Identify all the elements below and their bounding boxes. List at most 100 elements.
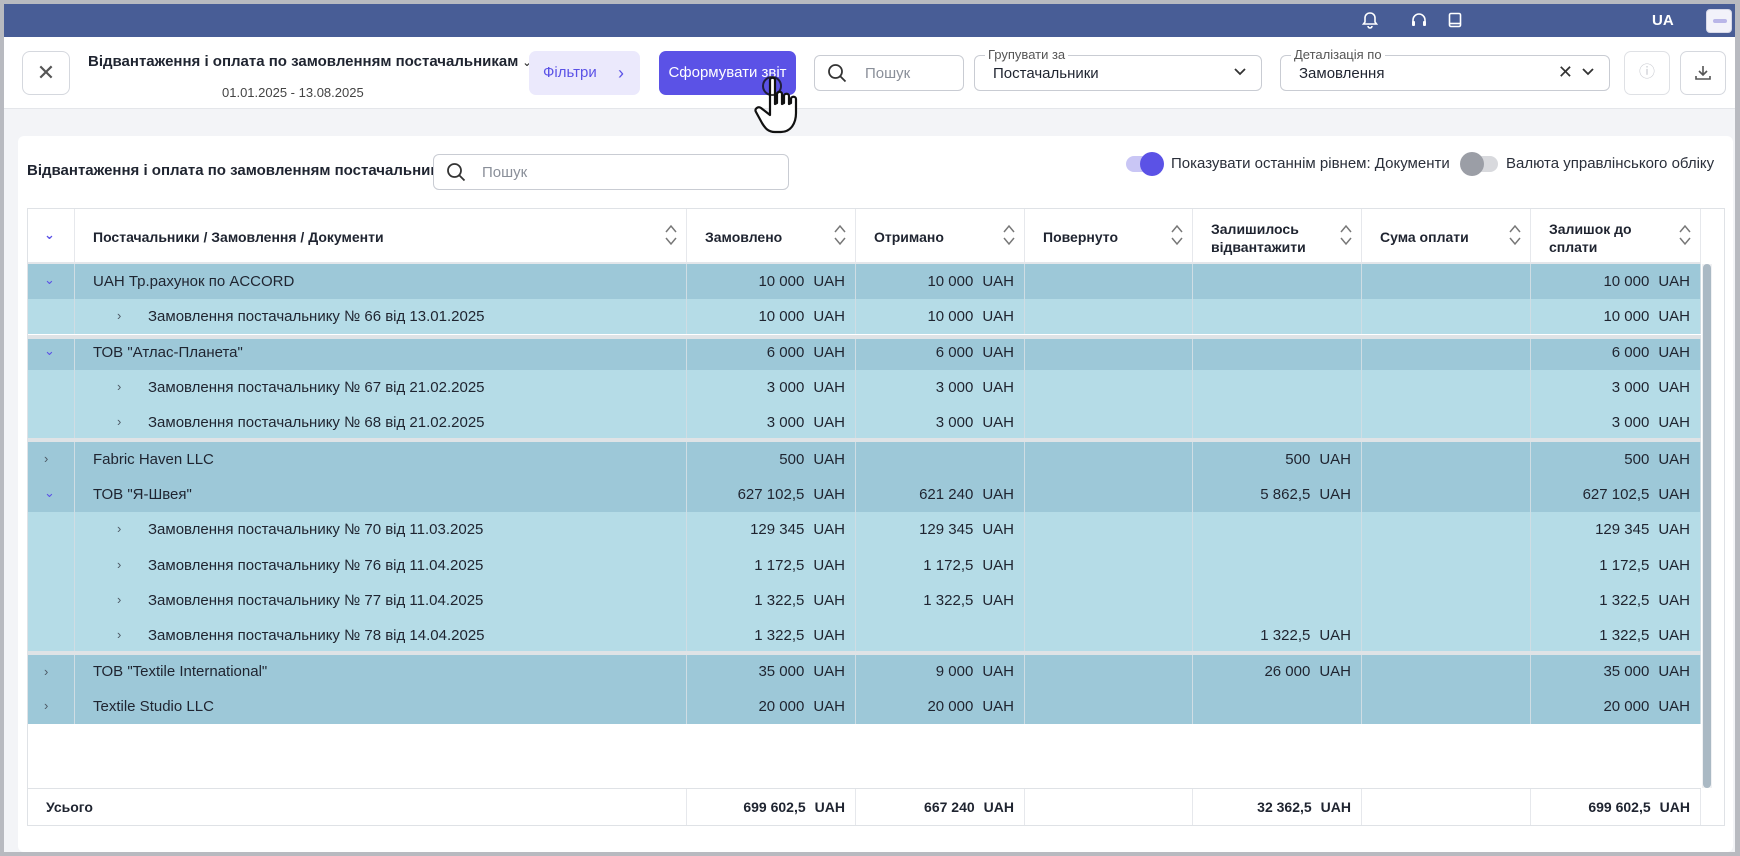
column-header-returned[interactable]: Повернуто	[1025, 209, 1193, 262]
cell-received: 621 240 UAH	[856, 477, 1025, 512]
column-title: Замовлено	[705, 229, 783, 245]
table-row-group[interactable]: › Fabric Haven LLC 500 UAH 500 UAH 500 UAH	[28, 442, 1701, 477]
cell-received: 3 000 UAH	[856, 370, 1025, 405]
table-row[interactable]: › Замовлення постачальнику № 77 від 11.04…	[28, 583, 1701, 618]
avatar[interactable]	[1706, 9, 1732, 33]
cell-value: 1 322,5	[754, 592, 805, 609]
cell-paid	[1362, 264, 1531, 300]
table-row[interactable]: › Замовлення постачальнику № 70 від 11.03…	[28, 512, 1701, 548]
chevron-right-icon[interactable]: ›	[117, 592, 122, 607]
cell-remaining: 5 862,5 UAH	[1193, 477, 1362, 512]
cell-ordered: 1 322,5 UAH	[687, 618, 856, 653]
cell-paid	[1362, 618, 1531, 653]
search-icon	[828, 64, 847, 83]
currency-toggle-label: Валюта управлінського обліку	[1506, 155, 1715, 172]
column-title-line: сплати	[1549, 239, 1598, 255]
chevron-right-icon[interactable]: ›	[117, 414, 122, 429]
column-header-paid[interactable]: Сума оплати	[1362, 209, 1531, 262]
cell-balance: 627 102,5 UAH	[1531, 477, 1701, 512]
cell-returned	[1025, 618, 1193, 653]
cell-value: 20 000	[758, 698, 805, 715]
detail-by-select[interactable]: Деталізація по Замовлення ✕	[1280, 47, 1610, 91]
chevron-right-icon[interactable]: ›	[117, 308, 122, 323]
currency-label: UAH	[1658, 379, 1690, 396]
total-remaining: 32 362,5 UAH	[1193, 789, 1362, 825]
currency-label: UAH	[1658, 308, 1690, 325]
detail-by-label: Деталізація по	[1291, 47, 1385, 62]
table-row[interactable]: › Замовлення постачальнику № 67 від 21.02…	[28, 370, 1701, 405]
currency-toggle[interactable]	[1460, 152, 1498, 176]
cell-value: 3 000	[766, 379, 805, 396]
column-header-balance[interactable]: Залишок до сплати	[1531, 209, 1701, 262]
cell-returned	[1025, 335, 1193, 371]
chevron-right-icon[interactable]: ›	[44, 664, 49, 679]
language-switch[interactable]: UA	[1652, 12, 1674, 29]
table-search-input[interactable]: Пошук	[433, 154, 789, 190]
cell-ordered: 6 000 UAH	[687, 335, 856, 371]
table-row[interactable]: › Замовлення постачальнику № 76 від 11.04…	[28, 548, 1701, 583]
chevron-down-icon[interactable]: ⌄	[44, 272, 55, 287]
column-header-ordered[interactable]: Замовлено	[687, 209, 856, 262]
cell-balance: 500 UAH	[1531, 442, 1701, 477]
cell-returned	[1025, 264, 1193, 300]
cell-value: 6 000	[766, 344, 805, 361]
table-row-group[interactable]: ⌄ UAH Тр.рахунок по ACCORD 10 000 UAH 10 000…	[28, 264, 1701, 300]
cell-paid	[1362, 655, 1531, 689]
name-cell: Fabric Haven LLC	[75, 442, 687, 477]
total-received: 667 240 UAH	[856, 789, 1025, 825]
table-row-group[interactable]: ⌄ ТОВ "Я-Швея" 627 102,5 UAH 621 240 UAH 5 862…	[28, 477, 1701, 512]
cell-value: 3 000	[1611, 414, 1650, 431]
cell-received: 3 000 UAH	[856, 405, 1025, 440]
chevron-down-icon[interactable]: ⌄	[44, 343, 55, 358]
chevron-right-icon[interactable]: ›	[117, 627, 122, 642]
header-search-input[interactable]: Пошук	[814, 55, 964, 91]
last-level-toggle[interactable]	[1126, 152, 1164, 176]
vertical-scrollbar[interactable]	[1702, 264, 1712, 788]
name-cell: › Замовлення постачальнику № 76 від 11.04…	[75, 548, 687, 583]
row-label: ТОВ "Атлас-Планета"	[93, 344, 243, 361]
chevron-right-icon[interactable]: ›	[44, 451, 49, 466]
group-by-select[interactable]: Групувати за Постачальники	[974, 47, 1262, 91]
table-row[interactable]: › Замовлення постачальнику № 66 від 13.01…	[28, 299, 1701, 334]
headset-icon[interactable]	[1409, 11, 1429, 31]
table-row-group[interactable]: ⌄ ТОВ "Атлас-Планета" 6 000 UAH 6 000 UAH 6 00…	[28, 335, 1701, 371]
total-paid	[1362, 789, 1531, 825]
filters-button[interactable]: Фільтри ›	[529, 51, 640, 95]
cell-remaining	[1193, 370, 1362, 405]
chevron-right-icon[interactable]: ›	[117, 557, 122, 572]
row-label: UAH Тр.рахунок по ACCORD	[93, 273, 295, 290]
report-title-text: Відвантаження і оплата по замовленням по…	[88, 53, 519, 70]
bell-icon[interactable]	[1360, 11, 1380, 31]
cell-ordered: 129 345 UAH	[687, 512, 856, 548]
report-title[interactable]: Відвантаження і оплата по замовленням по…	[88, 53, 532, 70]
expand-cell	[28, 405, 75, 440]
table-row-group[interactable]: › Textile Studio LLC 20 000 UAH 20 000 UAH 20 …	[28, 689, 1701, 724]
chevron-right-icon[interactable]: ›	[117, 379, 122, 394]
total-balance: 699 602,5 UAH	[1531, 789, 1701, 825]
clear-icon[interactable]: ✕	[1557, 62, 1573, 82]
info-icon: ⓘ	[1638, 64, 1655, 81]
table-row-group[interactable]: › ТОВ "Textile International" 35 000 UAH 9 0…	[28, 655, 1701, 689]
cell-paid	[1362, 512, 1531, 548]
close-button[interactable]: ✕	[22, 51, 70, 95]
book-icon[interactable]	[1445, 11, 1465, 31]
table-row[interactable]: › Замовлення постачальнику № 68 від 21.02…	[28, 405, 1701, 440]
column-title: Постачальники / Замовлення / Документи	[93, 229, 384, 245]
info-button[interactable]: ⓘ	[1624, 51, 1670, 95]
chevron-right-icon[interactable]: ›	[117, 521, 122, 536]
column-header-name[interactable]: Постачальники / Замовлення / Документи	[75, 209, 687, 262]
cell-value: 3 000	[1611, 379, 1650, 396]
cell-ordered: 10 000 UAH	[687, 299, 856, 334]
cell-value: 9 000	[935, 663, 974, 680]
table-row[interactable]: › Замовлення постачальнику № 78 від 14.04…	[28, 618, 1701, 653]
currency-label: UAH	[1658, 592, 1690, 609]
column-header-received[interactable]: Отримано	[856, 209, 1025, 262]
expand-all-cell[interactable]: ⌄	[28, 209, 75, 262]
download-button[interactable]	[1680, 51, 1726, 95]
column-header-remaining[interactable]: Залишилось відвантажити	[1193, 209, 1362, 262]
cell-balance: 3 000 UAH	[1531, 370, 1701, 405]
chevron-right-icon[interactable]: ›	[44, 698, 49, 713]
chevron-down-icon[interactable]: ⌄	[44, 485, 55, 500]
scrollbar-thumb[interactable]	[1703, 264, 1711, 788]
currency-label: UAH	[982, 308, 1014, 325]
